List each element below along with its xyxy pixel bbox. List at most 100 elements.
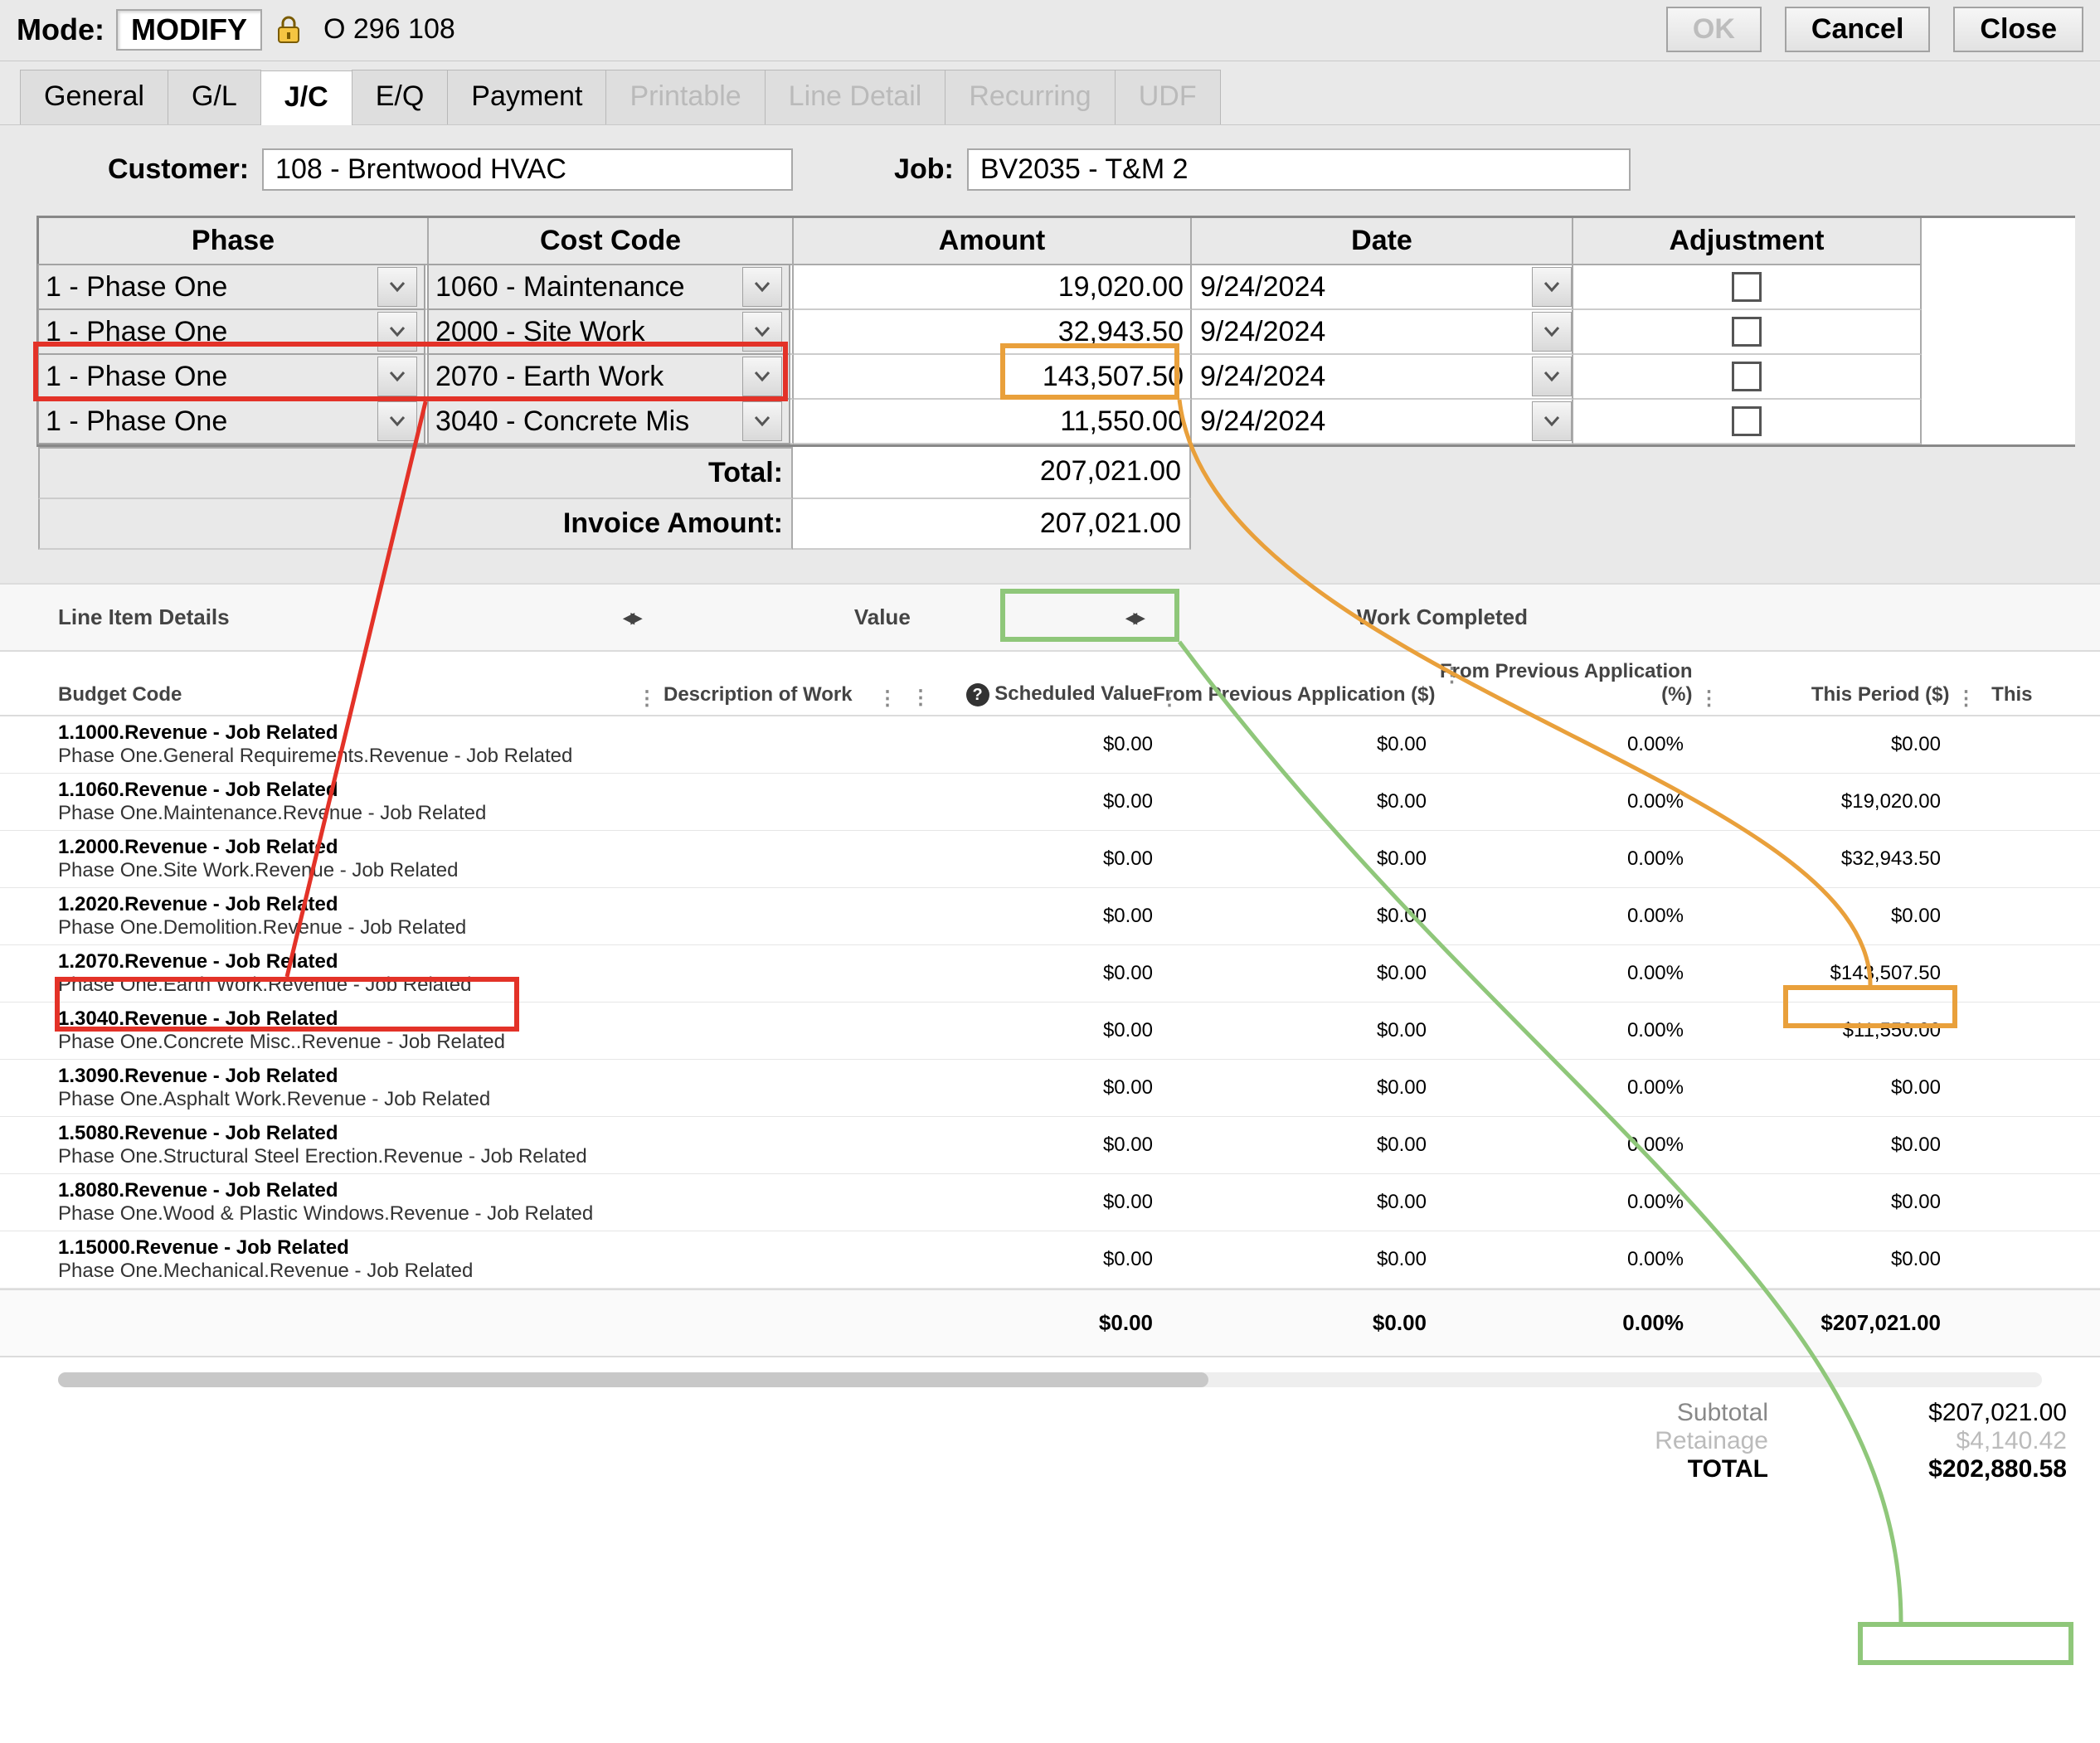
chevron-down-icon[interactable] [742, 401, 782, 441]
col-date: Date [1192, 218, 1573, 265]
chevron-down-icon[interactable] [742, 267, 782, 307]
scheduled-value-cell: $0.00 [904, 847, 1153, 871]
prev-app-dollars-cell: $0.00 [1153, 790, 1427, 813]
tab-payment[interactable]: Payment [447, 70, 606, 124]
chevron-down-icon[interactable] [742, 357, 782, 396]
cost-code-select[interactable]: 3040 - Concrete Mis [427, 398, 790, 444]
budget-code-cell: 1.1060.Revenue - Job RelatedPhase One.Ma… [58, 779, 904, 825]
date-cell[interactable]: 9/24/2024 [1200, 271, 1532, 303]
prev-app-dollars-cell: $0.00 [1153, 733, 1427, 756]
ok-button[interactable]: OK [1666, 7, 1762, 52]
this-period-cell: $19,020.00 [1684, 790, 1941, 813]
cost-code-select[interactable]: 1060 - Maintenance [427, 264, 790, 310]
prev-app-dollars-cell: $0.00 [1153, 905, 1427, 928]
tab-eq[interactable]: E/Q [352, 70, 449, 124]
column-menu-icon[interactable]: ⋮ [1159, 687, 1179, 711]
this-period-cell: $11,550.00 [1684, 1019, 1941, 1042]
summary-block: Subtotal$207,021.00 Retainage$4,140.42 T… [0, 1399, 2100, 1483]
chevron-down-icon[interactable] [1532, 401, 1572, 441]
prev-app-percent-cell: 0.00% [1427, 1076, 1684, 1100]
tab-general[interactable]: General [20, 70, 168, 124]
prev-app-percent-cell: 0.00% [1427, 847, 1684, 871]
chevron-down-icon[interactable] [742, 312, 782, 352]
adjustment-checkbox[interactable] [1732, 362, 1762, 391]
amount-cell[interactable]: 19,020.00 [794, 265, 1192, 310]
prev-app-dollars-cell: $0.00 [1153, 962, 1427, 985]
adjustment-checkbox[interactable] [1732, 406, 1762, 436]
this-period-cell: $0.00 [1684, 1191, 1941, 1214]
prev-app-dollars-cell: $0.00 [1153, 1134, 1427, 1157]
date-cell[interactable]: 9/24/2024 [1200, 361, 1532, 393]
cost-code-select[interactable]: 2070 - Earth Work [427, 353, 790, 400]
horizontal-scrollbar-track[interactable] [58, 1372, 2042, 1387]
col-prev-app-dollars: ⋮ From Previous Application ($) [1153, 683, 1436, 706]
tab-jc[interactable]: J/C [260, 70, 352, 125]
column-menu-icon[interactable]: ⋮ [911, 686, 931, 710]
column-menu-icon[interactable]: ⋮ [1699, 687, 1719, 711]
adjustment-checkbox[interactable] [1732, 272, 1762, 302]
chevron-down-icon[interactable] [377, 401, 417, 441]
this-period-cell: $0.00 [1684, 905, 1941, 928]
scheduled-value-cell: $0.00 [904, 1076, 1153, 1100]
window-top-bar: Mode: MODIFY O 296 108 OK Cancel Close [0, 0, 2100, 61]
cancel-button[interactable]: Cancel [1785, 7, 1931, 52]
annotation-green-box-lower [1858, 1622, 2073, 1665]
line-item-report: Line Item Details ◂▸ Value ◂▸ Work Compl… [0, 583, 2100, 1500]
budget-code-cell: 1.15000.Revenue - Job RelatedPhase One.M… [58, 1236, 904, 1283]
customer-label: Customer: [108, 153, 249, 186]
amount-cell[interactable]: 143,507.50 [794, 355, 1192, 400]
prev-app-dollars-cell: $0.00 [1153, 1191, 1427, 1214]
amount-cell[interactable]: 32,943.50 [794, 310, 1192, 355]
budget-code-cell: 1.8080.Revenue - Job RelatedPhase One.Wo… [58, 1179, 904, 1226]
close-button[interactable]: Close [1953, 7, 2083, 52]
phase-select[interactable]: 1 - Phase One [37, 308, 425, 355]
report-row: 1.2070.Revenue - Job RelatedPhase One.Ea… [0, 945, 2100, 1003]
cost-grid: Phase Cost Code Amount Date Adjustment 1… [36, 216, 2075, 447]
chevron-down-icon[interactable] [1532, 312, 1572, 352]
customer-field[interactable]: 108 - Brentwood HVAC [262, 148, 793, 191]
chevron-down-icon[interactable] [1532, 267, 1572, 307]
expand-collapse-icon[interactable]: ◂▸ [624, 604, 639, 630]
grid-row: 1 - Phase One1060 - Maintenance19,020.00… [39, 265, 2075, 310]
report-row: 1.1000.Revenue - Job RelatedPhase One.Ge… [0, 716, 2100, 774]
phase-select[interactable]: 1 - Phase One [37, 264, 425, 310]
phase-select[interactable]: 1 - Phase One [37, 353, 425, 400]
column-menu-icon[interactable]: ⋮ [1442, 663, 1462, 687]
cost-grid-header: Phase Cost Code Amount Date Adjustment [39, 218, 2075, 265]
subtotal-label: Subtotal [1602, 1399, 1768, 1427]
totals-block: Total: 207,021.00 Invoice Amount: 207,02… [38, 447, 2075, 550]
total-prev-dollars: $0.00 [1153, 1310, 1427, 1336]
job-field[interactable]: BV2035 - T&M 2 [967, 148, 1631, 191]
total-value: 207,021.00 [793, 447, 1191, 499]
invoice-amount-value: 207,021.00 [793, 499, 1191, 550]
total-label: Total: [38, 447, 793, 499]
adjustment-checkbox[interactable] [1732, 317, 1762, 347]
total-prev-percent: 0.00% [1427, 1310, 1684, 1336]
tab-strip: General G/L J/C E/Q Payment Printable Li… [0, 61, 2100, 124]
date-cell[interactable]: 9/24/2024 [1200, 316, 1532, 348]
chevron-down-icon[interactable] [377, 357, 417, 396]
work-completed-group-header: Work Completed [1357, 604, 1528, 630]
phase-select[interactable]: 1 - Phase One [37, 398, 425, 444]
budget-code-cell: 1.2070.Revenue - Job RelatedPhase One.Ea… [58, 950, 904, 997]
retainage-value: $4,140.42 [1818, 1427, 2067, 1455]
column-menu-icon[interactable]: ⋮ [1957, 687, 1976, 711]
chevron-down-icon[interactable] [377, 312, 417, 352]
jc-panel: Customer: 108 - Brentwood HVAC Job: BV20… [0, 124, 2100, 583]
budget-code-cell: 1.2020.Revenue - Job RelatedPhase One.De… [58, 893, 904, 939]
subtotal-value: $207,021.00 [1818, 1399, 2067, 1427]
this-period-cell: $0.00 [1684, 1134, 1941, 1157]
tab-gl[interactable]: G/L [168, 70, 261, 124]
scheduled-value-cell: $0.00 [904, 962, 1153, 985]
date-cell[interactable]: 9/24/2024 [1200, 405, 1532, 438]
horizontal-scrollbar-thumb[interactable] [58, 1372, 1208, 1387]
this-period-cell: $0.00 [1684, 1248, 1941, 1271]
cost-code-select[interactable]: 2000 - Site Work [427, 308, 790, 355]
amount-cell[interactable]: 11,550.00 [794, 400, 1192, 444]
column-menu-icon[interactable]: ⋮ [877, 687, 897, 711]
chevron-down-icon[interactable] [377, 267, 417, 307]
help-icon[interactable]: ? [966, 683, 989, 706]
column-menu-icon[interactable]: ⋮ [637, 687, 657, 711]
expand-collapse-icon[interactable]: ◂▸ [1126, 604, 1141, 630]
chevron-down-icon[interactable] [1532, 357, 1572, 396]
